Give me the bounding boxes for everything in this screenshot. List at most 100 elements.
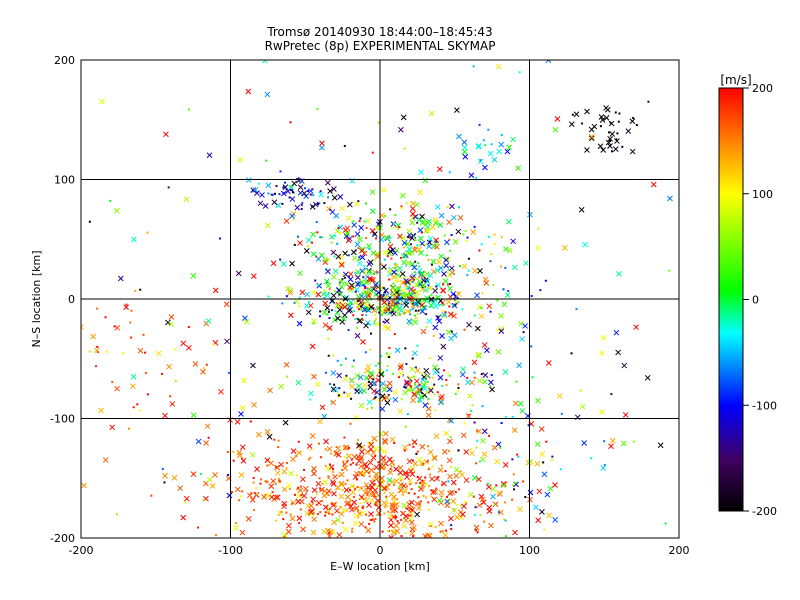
data-point-dot [327,310,330,313]
data-point-dot [374,455,377,458]
data-point-cross [422,385,428,392]
data-point-dot [366,287,369,290]
data-point-cross [272,494,279,501]
data-point-cross [389,284,396,291]
data-point-cross [218,388,224,395]
data-point-dot [385,352,388,355]
data-point-dot [428,467,431,470]
data-point-cross [591,123,598,130]
data-point-dot [139,288,142,291]
data-point-cross [367,287,374,294]
data-point-cross [278,383,285,390]
data-point-dot [139,409,142,412]
data-point-dot [330,241,333,244]
data-point-dot [321,482,324,485]
data-point-cross [352,474,359,480]
data-point-cross [310,496,317,503]
data-point-dot [362,474,365,477]
data-point-cross [358,494,365,501]
data-point-dot [478,249,481,252]
data-point-cross [98,407,104,414]
data-point-cross [490,486,497,492]
data-point-cross [480,437,486,444]
data-point-cross [375,504,382,511]
data-point-dot [212,343,215,346]
data-point-cross [392,396,399,403]
data-point-cross [419,302,426,308]
data-point-cross [386,456,393,463]
data-point-cross [320,291,327,297]
data-point-dot [285,511,288,514]
data-point-dot [454,491,457,494]
data-point-cross [291,180,298,187]
data-point-dot [311,501,314,504]
data-point-cross [436,497,443,504]
data-point-dot [436,391,439,394]
data-point-dot [355,463,358,466]
data-point-dot [384,506,387,509]
data-point-cross [342,376,348,382]
data-point-cross [265,182,272,189]
data-point-cross [306,237,312,243]
data-point-dot [448,305,451,308]
data-point-cross [582,241,589,248]
data-point-cross [322,259,329,266]
data-point-cross [404,241,411,247]
data-point-dot [328,512,331,515]
data-point-cross [605,139,612,146]
data-point-cross [308,509,314,515]
data-point-dot [88,350,91,353]
data-point-cross [625,128,632,134]
data-point-dot [373,520,376,523]
data-point-cross [295,498,302,505]
data-point-cross [372,282,379,288]
data-point-dot [402,246,405,249]
data-point-dot [351,287,354,290]
data-point-cross [354,388,360,395]
data-point-dot [279,258,282,261]
data-point-dot [252,481,255,484]
data-point-cross [346,303,353,310]
data-point-dot [474,513,477,516]
data-point-cross [324,292,331,299]
data-point-cross [476,502,483,509]
data-point-cross [280,261,287,267]
data-point-cross [99,98,105,105]
data-point-cross [437,467,444,473]
data-point-cross [335,253,342,260]
data-point-cross [407,375,414,381]
data-point-dot [297,177,300,180]
data-point-dot [363,265,366,268]
data-point-cross [490,493,496,500]
data-point-dot [292,218,295,221]
data-point-dot [346,479,349,482]
data-point-cross [438,399,444,406]
data-point-dot [473,421,476,424]
data-point-dot [279,170,282,173]
data-point-dot [382,293,385,296]
data-point-cross [427,387,434,394]
data-point-cross [323,438,329,445]
data-point-cross [324,305,331,311]
data-point-dot [370,406,373,409]
data-point-cross [597,143,604,150]
data-point-cross [359,268,366,274]
data-point-cross [356,303,363,310]
data-point-cross [539,451,546,457]
data-point-cross [581,440,588,446]
data-point-dot [349,463,352,466]
data-point-cross [357,317,364,324]
data-point-dot [433,393,436,396]
data-point-cross [337,392,343,399]
data-point-cross [334,228,341,234]
data-point-dot [443,234,446,237]
data-point-dot [356,486,359,489]
x-tick-label: 200 [669,544,690,557]
data-point-dot [410,506,413,509]
data-point-cross [348,377,355,384]
data-point-cross [389,502,396,509]
data-point-dot [142,333,145,336]
data-point-dot [512,473,515,476]
data-point-cross [443,262,450,269]
data-point-cross [475,476,482,483]
